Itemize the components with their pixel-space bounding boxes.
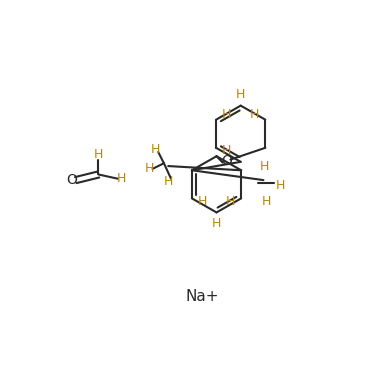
Text: H: H: [250, 108, 259, 121]
Text: H: H: [94, 148, 103, 161]
Text: H: H: [236, 88, 246, 101]
Text: H: H: [198, 195, 207, 208]
Text: H: H: [212, 216, 221, 230]
Text: H: H: [151, 143, 160, 156]
Text: H: H: [222, 108, 232, 121]
Text: H: H: [163, 175, 173, 188]
Text: H: H: [117, 172, 126, 185]
Text: H: H: [276, 179, 285, 192]
Text: Na+: Na+: [186, 289, 219, 304]
Text: H: H: [145, 162, 155, 175]
Text: H: H: [226, 195, 235, 208]
Text: H: H: [222, 144, 232, 157]
Text: O: O: [66, 173, 77, 187]
Text: O: O: [221, 154, 232, 168]
Text: H: H: [262, 195, 271, 208]
Text: H: H: [260, 160, 270, 173]
